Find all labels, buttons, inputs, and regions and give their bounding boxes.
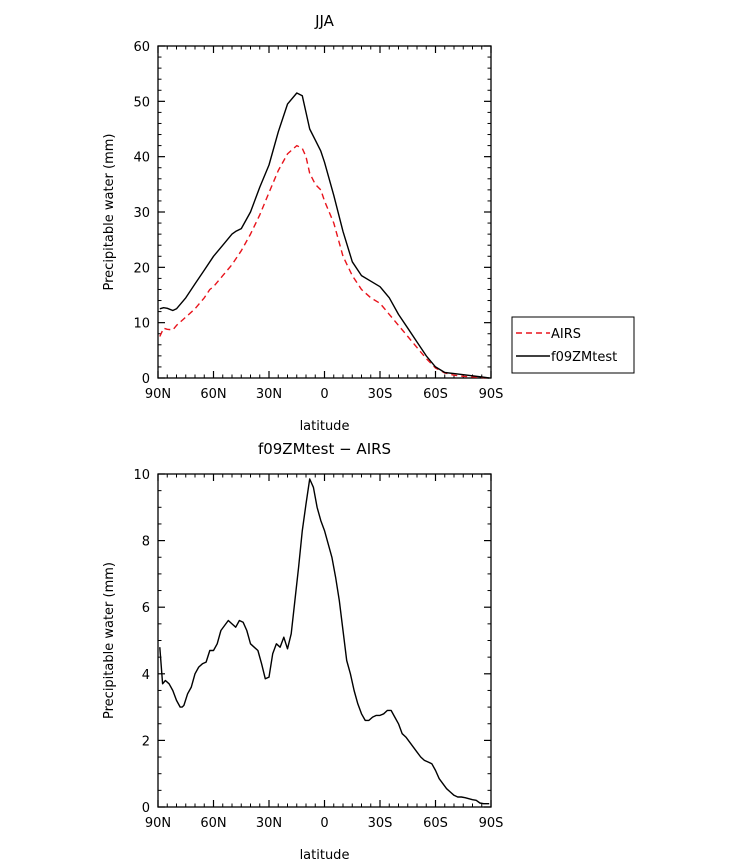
y-tick-label: 4	[142, 668, 150, 683]
x-tick-label: 60S	[423, 816, 448, 831]
legend: AIRS f09ZMtest	[511, 316, 635, 374]
x-tick-label: 90N	[145, 816, 171, 831]
x-tick-label: 0	[320, 816, 328, 831]
y-tick-label: 30	[133, 206, 150, 221]
plot-frame	[157, 45, 492, 379]
x-tick-label: 30S	[368, 387, 393, 402]
series-line-f09zmtest	[159, 92, 490, 379]
series-line-f09zmtest-airs	[159, 478, 490, 805]
x-tick-label: 30N	[256, 816, 282, 831]
y-tick-label: 50	[133, 95, 150, 110]
y-axis-label: Precipitable water (mm)	[102, 134, 117, 291]
legend-label: f09ZMtest	[551, 350, 617, 365]
y-tick-label: 8	[142, 535, 150, 550]
y-tick-label: 40	[133, 151, 150, 166]
chart-2: f09ZMtest − AIRS 90N 60N 30N 0 30S 60S 90S 0 2 4 6 8…	[102, 440, 503, 863]
y-tick-label: 2	[142, 734, 150, 749]
chart-title: f09ZMtest − AIRS	[258, 440, 391, 458]
x-tick-label: 30S	[368, 816, 393, 831]
series-line-airs	[159, 144, 490, 379]
y-tick-label: 10	[133, 468, 150, 483]
y-tick-label: 6	[142, 601, 150, 616]
x-tick-label: 90N	[145, 387, 171, 402]
legend-label: AIRS	[551, 327, 581, 342]
x-tick-label: 30N	[256, 387, 282, 402]
y-tick-label: 0	[142, 372, 150, 387]
y-tick-label: 60	[133, 40, 150, 55]
x-axis-label: latitude	[300, 419, 350, 434]
x-tick-label: 60S	[423, 387, 448, 402]
y-tick-label: 0	[142, 801, 150, 816]
y-tick-label: 10	[133, 317, 150, 332]
y-axis-label: Precipitable water (mm)	[102, 562, 117, 719]
x-tick-label: 60N	[200, 387, 226, 402]
plot-frame	[157, 473, 492, 808]
x-tick-label: 90S	[479, 387, 504, 402]
x-tick-label: 0	[320, 387, 328, 402]
legend-box	[511, 316, 635, 374]
chart-1: JJA 90N 60N 30N 0 30S 60S 90S 0 10 20 30 40 50 60 latit…	[102, 12, 635, 434]
x-tick-label: 60N	[200, 816, 226, 831]
x-tick-label: 90S	[479, 816, 504, 831]
y-tick-label: 20	[133, 261, 150, 276]
x-axis-label: latitude	[300, 848, 350, 863]
chart-title: JJA	[314, 12, 335, 30]
